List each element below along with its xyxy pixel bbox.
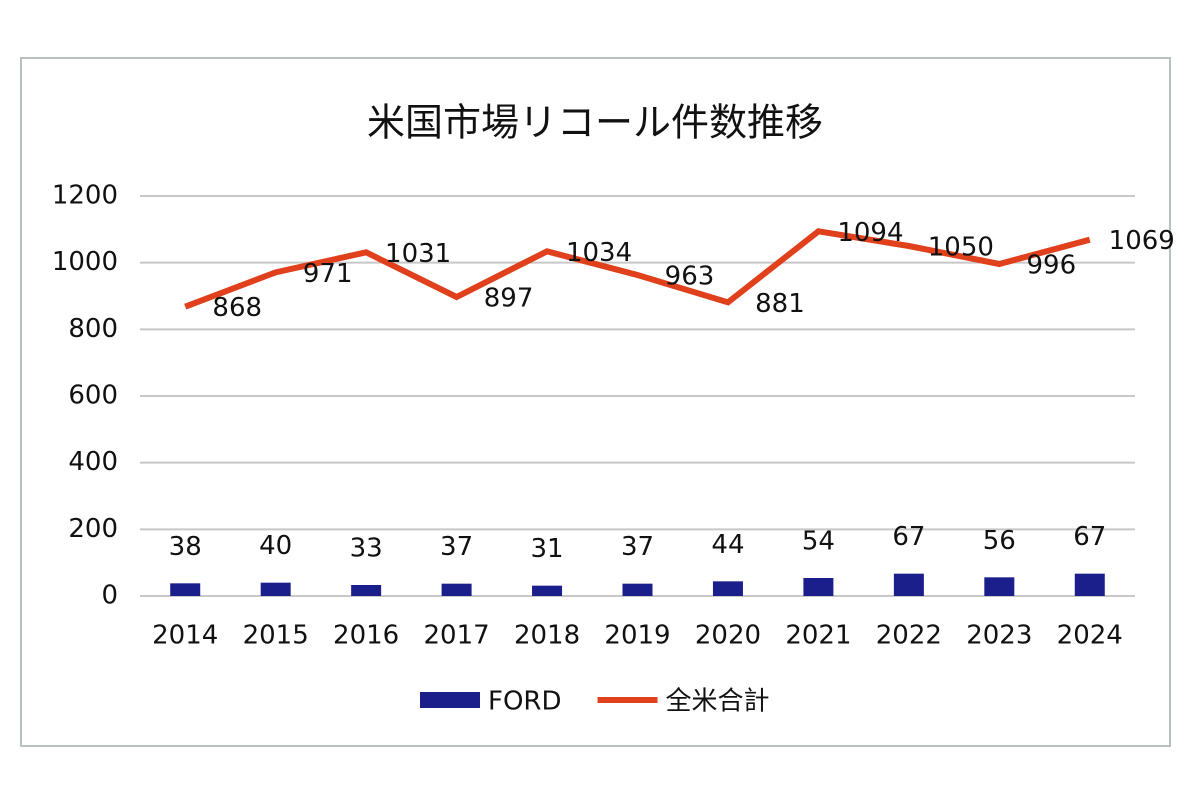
- legend-label: 全米合計: [666, 687, 770, 717]
- data-label: 37: [621, 532, 654, 562]
- data-label: 996: [1026, 251, 1076, 281]
- data-label: 881: [755, 289, 805, 319]
- y-tick-label: 1000: [52, 247, 118, 277]
- data-label: 67: [1073, 522, 1106, 552]
- y-tick-label: 400: [68, 447, 118, 477]
- line: [184, 228, 1091, 310]
- x-tick-label: 2018: [514, 621, 580, 651]
- bar: [984, 577, 1015, 596]
- bar: [803, 578, 834, 596]
- chart-frame: [20, 57, 1171, 747]
- data-label: 971: [303, 259, 353, 289]
- data-label: 897: [484, 284, 534, 314]
- y-tick-label: 1200: [52, 181, 118, 211]
- bar: [893, 573, 924, 596]
- data-label: 38: [169, 532, 202, 562]
- data-label: 40: [259, 531, 292, 561]
- x-tick-label: 2016: [333, 621, 399, 651]
- bar: [1074, 573, 1105, 596]
- data-label: 37: [440, 532, 473, 562]
- data-label: 67: [892, 522, 925, 552]
- data-label: 1050: [928, 233, 994, 263]
- x-tick-label: 2024: [1057, 621, 1123, 651]
- y-tick-label: 0: [101, 581, 118, 611]
- y-tick-label: 200: [68, 514, 118, 544]
- bar: [170, 583, 201, 596]
- chart-title: 米国市場リコール件数推移: [367, 101, 823, 145]
- y-tick-label: 800: [68, 314, 118, 344]
- x-tick-label: 2020: [695, 621, 761, 651]
- y-tick-label: 600: [68, 381, 118, 411]
- data-label: 54: [802, 527, 835, 557]
- bar: [712, 581, 743, 596]
- bar: [260, 582, 291, 596]
- x-tick-label: 2022: [876, 621, 942, 651]
- bar: [622, 583, 653, 596]
- bar: [532, 585, 563, 596]
- data-label: 1031: [385, 239, 451, 269]
- legend-label: FORD: [488, 687, 562, 717]
- x-tick-label: 2017: [424, 621, 490, 651]
- x-tick-label: 2021: [785, 621, 851, 651]
- legend-swatch: [420, 692, 480, 708]
- data-label: 1069: [1109, 226, 1175, 256]
- x-tick-label: 2023: [966, 621, 1032, 651]
- data-label: 1034: [566, 238, 632, 268]
- data-label: 44: [711, 530, 744, 560]
- x-tick-label: 2014: [152, 621, 218, 651]
- data-label: 56: [983, 526, 1016, 556]
- bar: [441, 583, 472, 596]
- x-tick-label: 2015: [243, 621, 309, 651]
- data-label: 1094: [837, 218, 903, 248]
- data-label: 868: [212, 293, 262, 323]
- data-label: 963: [665, 262, 715, 292]
- data-label: 31: [530, 534, 563, 564]
- bar: [351, 585, 382, 596]
- data-label: 33: [350, 534, 383, 564]
- x-tick-label: 2019: [604, 621, 670, 651]
